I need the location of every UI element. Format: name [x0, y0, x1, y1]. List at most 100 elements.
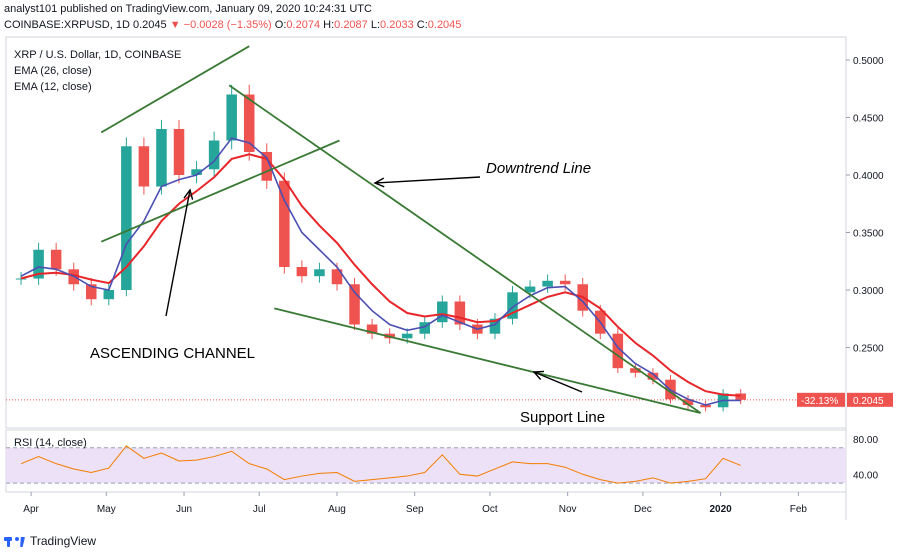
- candle[interactable]: [121, 137, 132, 297]
- candle-body: [208, 140, 220, 170]
- low-label: L:: [370, 19, 381, 31]
- rsi-tick-label: 80.00: [853, 435, 878, 446]
- candle[interactable]: [366, 318, 378, 340]
- candle[interactable]: [279, 172, 290, 274]
- time-tick-label: Jun: [176, 504, 192, 515]
- channel-arrow-icon-shaft: [165, 189, 191, 317]
- candle[interactable]: [419, 316, 431, 340]
- candle[interactable]: [542, 274, 553, 293]
- ohlc-header: COINBASE:XRPUSD, 1D 0.2045 ▼ −0.0028 (−1…: [4, 19, 461, 31]
- open-value: 0.2074: [286, 19, 321, 31]
- candle-body: [331, 269, 343, 285]
- time-tick-label: Feb: [790, 504, 808, 515]
- candle-body: [437, 301, 448, 323]
- downtrend-arrow-icon: [373, 176, 481, 188]
- ema12-legend: EMA (12, close): [14, 81, 92, 93]
- candle-body: [85, 284, 97, 300]
- candle-body: [173, 129, 185, 175]
- candle[interactable]: [559, 274, 571, 291]
- time-tick-label: Apr: [23, 504, 39, 515]
- candle-body: [700, 405, 711, 408]
- candle[interactable]: [489, 313, 501, 340]
- candle-body: [735, 393, 746, 400]
- candle[interactable]: [630, 363, 641, 378]
- channel-arrow-icon-head: [183, 188, 194, 200]
- candle[interactable]: [507, 286, 518, 325]
- down-arrow-icon: ▼: [169, 19, 181, 31]
- candle[interactable]: [314, 262, 325, 283]
- tradingview-brand: TradingView: [30, 534, 97, 548]
- candle-body: [226, 94, 237, 141]
- channel-upper-trendline[interactable]: [100, 45, 250, 134]
- last-price-badge-label: 0.2045: [853, 396, 884, 407]
- candle[interactable]: [50, 242, 62, 276]
- support-arrow-icon-shaft: [533, 371, 583, 393]
- candle-body: [243, 94, 255, 152]
- time-tick-label: Nov: [559, 504, 577, 515]
- candle-body: [191, 169, 202, 175]
- downtrend-line-label: Downtrend Line: [486, 160, 592, 177]
- candle[interactable]: [191, 160, 202, 184]
- time-tick-label: Aug: [328, 504, 346, 515]
- candle[interactable]: [682, 395, 694, 410]
- candle[interactable]: [33, 242, 44, 285]
- candle[interactable]: [454, 295, 466, 331]
- candle-body: [524, 286, 536, 293]
- ema26-legend: EMA (26, close): [14, 65, 92, 77]
- rsi-line: [20, 445, 741, 484]
- candle[interactable]: [700, 400, 711, 412]
- channel-lower-trendline[interactable]: [100, 139, 340, 243]
- price-tick-label: 0.4500: [853, 114, 884, 125]
- chart-title-legend: XRP / U.S. Dollar, 1D, COINBASE: [14, 49, 182, 61]
- support-trendline[interactable]: [274, 307, 701, 414]
- downtrend-arrow-icon-shaft: [374, 176, 481, 184]
- support-line-label: Support Line: [520, 409, 606, 426]
- open-label: O:: [274, 19, 287, 31]
- price-tick-label: 0.2500: [853, 344, 884, 355]
- downtrend-arrow-icon-head: [373, 177, 385, 188]
- channel-arrow-icon: [165, 188, 194, 317]
- candle-body: [121, 146, 132, 290]
- candle-body: [647, 372, 659, 380]
- close-label: C:: [416, 19, 428, 31]
- candle[interactable]: [612, 328, 624, 374]
- candle-body: [314, 269, 325, 277]
- candle-body: [261, 152, 273, 181]
- candle[interactable]: [85, 277, 97, 306]
- ema26-line: [20, 153, 741, 397]
- candle[interactable]: [103, 283, 115, 306]
- candle[interactable]: [647, 368, 659, 385]
- candle-body: [156, 129, 167, 187]
- support-arrow-icon: [532, 370, 583, 393]
- candle[interactable]: [261, 143, 273, 189]
- rsi-legend: RSI (14, close): [14, 437, 87, 449]
- low-value: 0.2033: [380, 19, 414, 31]
- high-value: 0.2087: [334, 19, 368, 31]
- candle[interactable]: [349, 277, 360, 331]
- candle[interactable]: [296, 260, 308, 283]
- close-value: 0.2045: [427, 19, 462, 31]
- candle-body: [507, 292, 518, 319]
- ascending-channel-label: ASCENDING CHANNEL: [90, 345, 256, 362]
- candle[interactable]: [156, 119, 167, 195]
- candle[interactable]: [437, 295, 448, 328]
- time-tick-label: Dec: [634, 504, 652, 515]
- price-tick-label: 0.5000: [853, 56, 884, 67]
- time-tick-label: Oct: [482, 504, 498, 515]
- time-tick-label: Jul: [253, 504, 266, 515]
- candle-body: [630, 368, 641, 373]
- candle-body: [138, 146, 150, 187]
- time-tick-label: May: [97, 504, 116, 515]
- candle-body: [454, 301, 466, 325]
- candle[interactable]: [208, 131, 220, 178]
- candle[interactable]: [138, 137, 150, 195]
- tradingview-logo[interactable]: TradingView: [4, 534, 96, 548]
- candle-body: [296, 267, 308, 277]
- candle[interactable]: [735, 389, 746, 405]
- candle[interactable]: [173, 119, 185, 184]
- candle-body: [401, 333, 413, 339]
- candle[interactable]: [243, 84, 255, 161]
- downtrend-trendline[interactable]: [228, 84, 702, 414]
- support-arrow-icon-head: [532, 370, 545, 380]
